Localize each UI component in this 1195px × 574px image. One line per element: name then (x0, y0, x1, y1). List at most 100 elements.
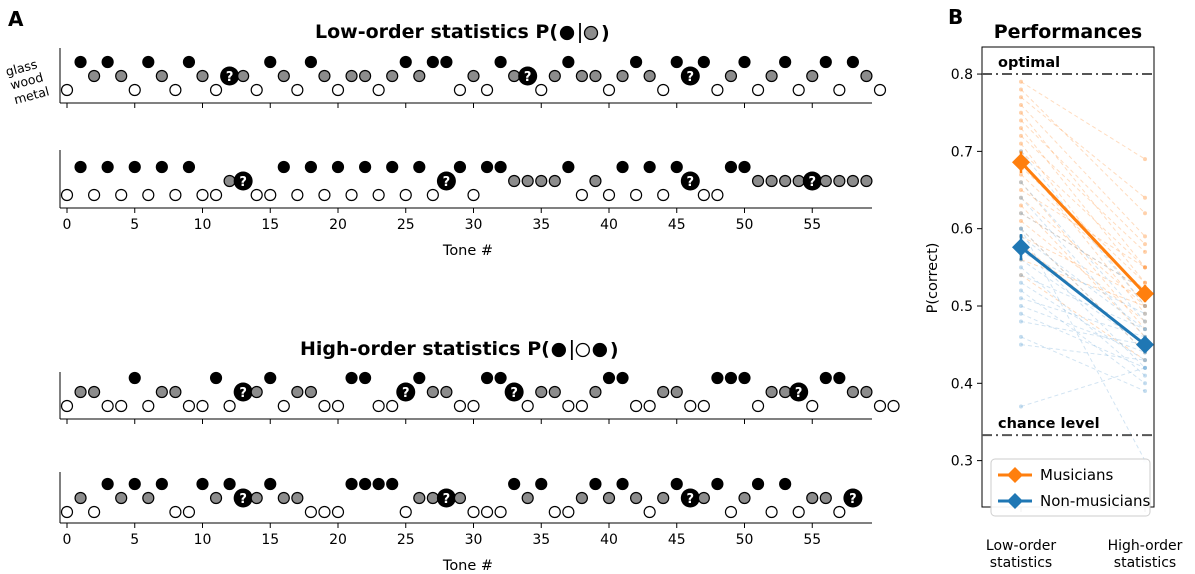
x-tick-label: 10 (194, 217, 212, 233)
individual-point (1143, 373, 1147, 378)
glass-dot (480, 371, 494, 385)
individual-line (1020, 96, 1146, 199)
wood-dot (169, 385, 182, 399)
glass-dot (209, 371, 223, 385)
x-tick-label: 15 (261, 532, 279, 548)
metal-dot (264, 188, 277, 202)
metal-dot (602, 83, 616, 97)
metal-dot (223, 399, 236, 413)
individual-line (1020, 313, 1146, 369)
individual-point (1019, 172, 1023, 177)
metal-dot (873, 83, 887, 97)
performances-title: Performances (994, 21, 1142, 43)
glass-dot (128, 160, 141, 174)
individual-line (1020, 89, 1146, 214)
individual-point (1143, 327, 1147, 332)
metal-dot (467, 399, 480, 413)
wood-dot (521, 491, 534, 505)
x-tick-label: 45 (668, 217, 686, 233)
glass-dot (738, 371, 751, 385)
glass-dot (819, 55, 832, 69)
question-mark-glyph: ? (239, 175, 247, 190)
individual-point (1143, 389, 1147, 394)
wood-dot (155, 69, 168, 83)
individual-point (1019, 195, 1023, 200)
individual-point (1019, 226, 1023, 231)
question-mark-icon (518, 66, 538, 86)
wood-dot (657, 385, 670, 399)
glass-dot (264, 371, 277, 385)
metal-dot (87, 188, 101, 202)
question-mark-glyph: ? (239, 492, 247, 507)
wood-dot (440, 385, 453, 399)
question-mark-icon (680, 66, 700, 86)
individual-line (1020, 228, 1146, 353)
wood-dot (74, 385, 87, 399)
individual-point (1143, 195, 1147, 200)
wood-dot (602, 491, 616, 505)
metal-dot (697, 188, 710, 202)
glass-dot (386, 477, 399, 491)
x-tick-label: 0 (63, 532, 72, 548)
wood-dot (575, 69, 589, 83)
glass-dot (738, 160, 751, 174)
question-mark-glyph: ? (687, 492, 695, 507)
wood-dot (508, 69, 521, 83)
individual-point (1143, 242, 1147, 247)
glass-dot (440, 55, 453, 69)
wood-dot (318, 69, 331, 83)
metal-dot (833, 505, 846, 519)
individual-line (1020, 220, 1146, 322)
metal-dot (562, 399, 575, 413)
individual-line (1020, 135, 1146, 253)
glass-dot (643, 160, 656, 174)
title-close-paren: ) (601, 22, 610, 44)
glass-dot (386, 160, 399, 174)
low-order-xlabel: Tone # (442, 243, 493, 259)
glass-dot (670, 477, 683, 491)
glass-dot (453, 160, 467, 174)
x-tick-label: 25 (397, 217, 415, 233)
metal-dot (115, 188, 128, 202)
individual-line (1020, 197, 1146, 338)
glass-dot (74, 160, 87, 174)
individual-point (1143, 365, 1147, 370)
metal-dot (887, 399, 900, 413)
question-mark-icon (233, 171, 253, 191)
glass-dot (413, 160, 426, 174)
metal-dot (521, 399, 534, 413)
wood-dot (535, 174, 548, 188)
metal-dot (399, 188, 412, 202)
wood-dot (508, 174, 521, 188)
question-mark-glyph: ? (795, 386, 803, 401)
individual-line (1020, 112, 1146, 268)
metal-dot (60, 188, 74, 202)
glass-dot (196, 477, 209, 491)
individual-line (1020, 282, 1146, 361)
individual-point (1143, 303, 1147, 308)
glass-dot (494, 371, 507, 385)
question-mark-icon (233, 488, 253, 508)
metal-dot (480, 505, 494, 519)
metal-dot (494, 505, 507, 519)
individual-point (1019, 141, 1023, 146)
wood-dot (386, 69, 399, 83)
glass-dot (359, 477, 372, 491)
metal-dot (209, 188, 223, 202)
individual-point (1019, 218, 1023, 223)
glass-dot (155, 477, 168, 491)
individual-point (1019, 288, 1023, 293)
metal-dot (345, 188, 358, 202)
legend-swatch-marker (1007, 467, 1023, 483)
metal-dot (873, 399, 887, 413)
individual-line (1020, 235, 1146, 299)
glass-dot (223, 477, 236, 491)
x-tick-label: 30 (465, 532, 483, 548)
wood-dot (589, 385, 602, 399)
individual-point (1019, 188, 1023, 193)
y-tick-label: 0.6 (951, 222, 973, 238)
glass-dot (535, 477, 548, 491)
wood-dot (250, 385, 263, 399)
wood-dot (806, 491, 819, 505)
x-tick-label: 50 (736, 532, 754, 548)
